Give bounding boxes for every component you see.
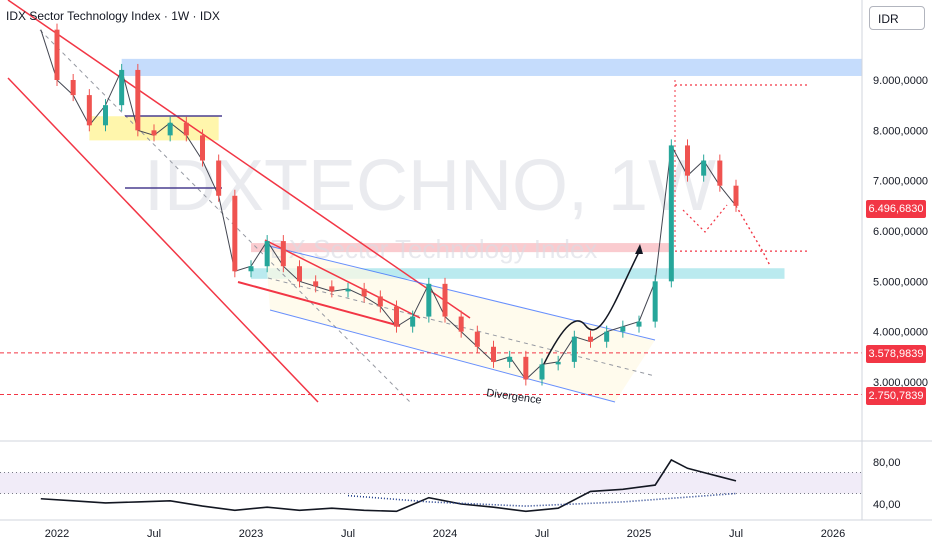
projection-path [735,205,771,267]
time-tick-label: Jul [729,528,743,540]
candle [119,69,125,106]
price-tick-label: 5.000,0000 [873,276,928,288]
rsi-line [40,458,737,513]
candle [345,288,351,292]
rally-arrow [539,249,641,373]
price-tick-label: 8.000,0000 [873,125,928,137]
candle [86,95,92,126]
time-tick-label: 2026 [821,528,845,540]
level-tag-lower: 2.750,7839 [866,387,926,405]
candle [539,364,545,380]
candle [426,283,432,317]
time-tick-label: 2023 [239,528,263,540]
channel-blue-mid [267,277,656,377]
candle [474,331,480,347]
time-tick-label: Jul [535,528,549,540]
price-tick-label: 7.000,0000 [873,176,928,188]
wedge-lower [237,281,401,327]
price-tick-label: 3.000,0000 [873,377,928,389]
candle [410,316,416,327]
candle [232,195,238,272]
price-line [40,29,737,381]
time-tick-label: 2022 [45,528,69,540]
projection-zigzag [682,204,728,233]
candle [151,130,157,136]
rsi-tick-label: 80,00 [873,457,901,469]
candle [297,266,302,282]
candle [685,145,690,176]
candle [701,160,707,176]
candle [620,326,626,332]
zone-resistance [121,58,862,76]
candle [70,80,76,96]
candle [523,356,529,380]
candle [507,356,513,362]
level-tag-upper: 3.578,9839 [866,345,926,363]
candle [135,69,141,131]
candle [636,321,642,327]
channel-blue-lower [269,309,616,403]
currency-selector[interactable]: IDR [869,6,925,30]
time-tick-label: Jul [147,528,161,540]
candle [248,266,254,272]
candle [717,160,723,186]
channel-red-lower [7,77,319,403]
candle [555,361,561,365]
candle [264,241,270,267]
rally-arrow-head [635,244,643,254]
rsi-ma-line [347,492,737,507]
price-tick-label: 9.000,0000 [873,75,928,87]
wedge-upper [264,239,421,319]
candle [604,331,610,342]
candle [588,336,593,342]
candle [313,281,319,287]
price-tick-label: 4.000,0000 [873,327,928,339]
time-tick-label: 2025 [627,528,651,540]
candle [491,346,496,362]
candle [280,241,286,267]
candle [394,306,399,327]
zone-pink [251,243,672,253]
candle [216,160,222,196]
chart-title: IDX Sector Technology Index · 1W · IDX [6,9,220,23]
channel-red-upper [7,0,471,319]
candle [571,336,577,362]
candle [329,286,335,292]
channel-blue-upper [264,244,656,341]
zone-support [251,268,785,279]
time-tick-label: Jul [341,528,355,540]
candle [442,283,448,317]
candle [54,29,60,81]
candle [361,288,367,297]
candle [733,185,739,206]
candle [377,296,383,307]
price-tick-label: 6.000,0000 [873,226,928,238]
candle [183,122,189,136]
rsi-band [0,472,862,494]
watermark-symbol: IDXTECHNO, 1W [144,146,716,226]
candle [103,105,108,126]
candle [652,281,658,322]
rsi-tick-label: 40,00 [873,499,901,511]
candle [167,122,173,136]
candle [458,316,464,332]
time-tick-label: 2024 [433,528,457,540]
watermark-name: IDX Sector Technology Index [263,234,598,264]
candle [200,135,205,161]
candle [668,145,674,282]
last-price-tag: 6.496,6830 [866,200,926,218]
